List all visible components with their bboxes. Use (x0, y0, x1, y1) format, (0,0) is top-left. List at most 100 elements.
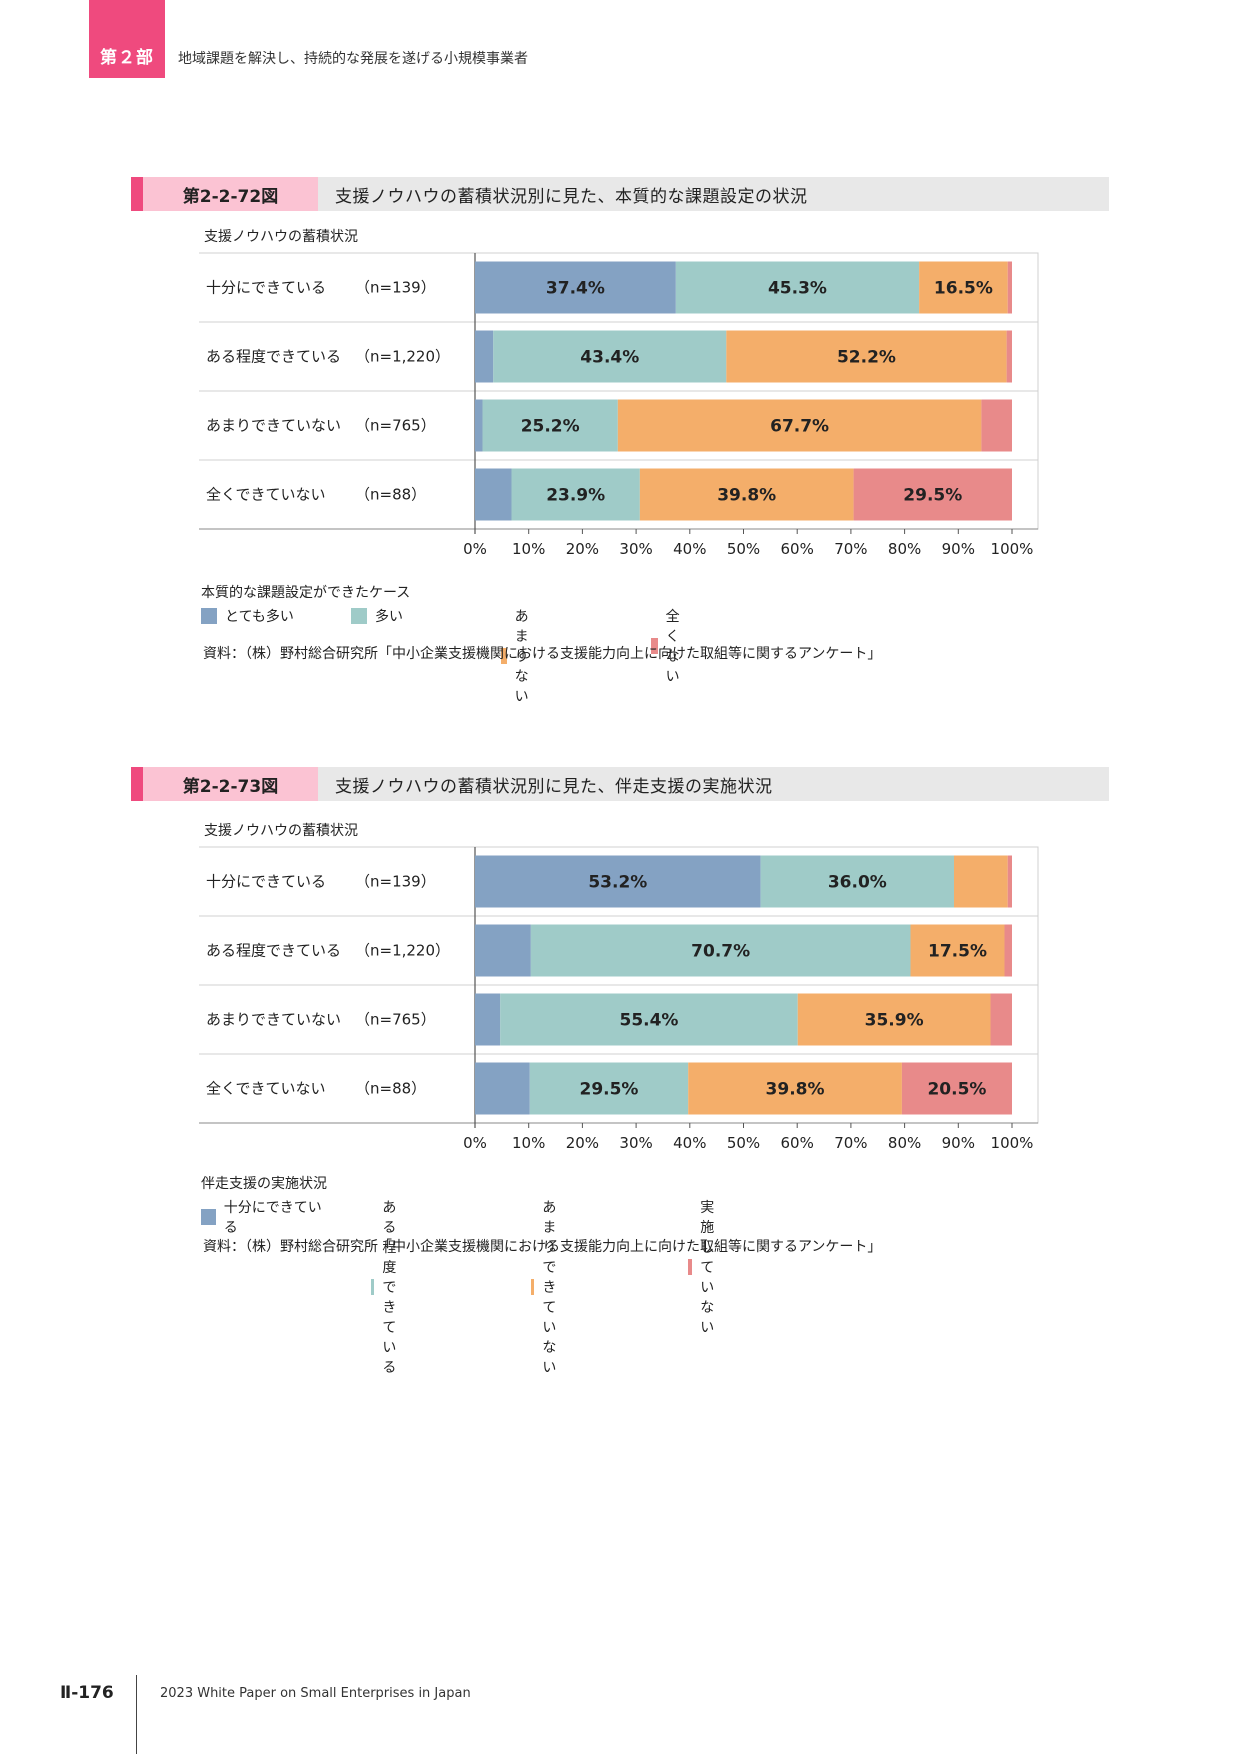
figure-header-1: 第2-2-72図 支援ノウハウの蓄積状況別に見た、本質的な課題設定の状況 (131, 177, 1109, 211)
data-label: 36.0% (828, 873, 887, 893)
data-label: 23.9% (546, 486, 605, 506)
legend-item: とても多い (201, 606, 294, 626)
footer-text: 2023 White Paper on Small Enterprises in… (160, 1686, 471, 1701)
x-tick-label: 70% (834, 1134, 867, 1152)
figure-title: 支援ノウハウの蓄積状況別に見た、伴走支援の実施状況 (318, 767, 1109, 801)
bar-segment (475, 855, 761, 908)
x-tick-label: 100% (991, 540, 1034, 558)
part-tab: 第２部 (89, 0, 165, 78)
legend-title: 伴走支援の実施状況 (201, 1176, 327, 1192)
bar-segment (1006, 330, 1012, 383)
n-label: （n=139） (355, 873, 436, 891)
x-tick-label: 40% (673, 1134, 706, 1152)
data-label: 43.4% (580, 348, 639, 368)
x-tick-label: 80% (888, 540, 921, 558)
legend-item: あまりできていない (531, 1197, 569, 1377)
chart-plot: 十分にできている （n=139） 53.2% 36.0% ある程度できている （n=1,2… (199, 846, 1039, 1152)
page-number: Ⅱ-176 (60, 1683, 114, 1703)
x-tick-label: 30% (619, 1134, 652, 1152)
n-label: （n=88） (355, 486, 426, 504)
figure-header-mark (131, 177, 143, 211)
legend-swatch (201, 608, 217, 624)
footer-divider (136, 1675, 137, 1754)
n-label: （n=765） (355, 1011, 436, 1029)
legend-item: あまりない (501, 606, 539, 706)
legend-swatch (201, 1209, 216, 1225)
data-label: 17.5% (928, 942, 987, 962)
legend-items: とても多い 多い あまりない 全くない (201, 606, 680, 705)
bar-segment (475, 1062, 530, 1115)
category-label: 全くできていない (206, 486, 326, 504)
bar-segment (475, 399, 483, 452)
figure-number: 第2-2-73図 (143, 767, 318, 801)
x-tick-label: 80% (888, 1134, 921, 1152)
x-tick-label: 70% (834, 540, 867, 558)
category-label: 十分にできている (206, 873, 326, 891)
bar-segment (1007, 855, 1012, 908)
bar-segment (639, 468, 854, 521)
bar-segment (1004, 924, 1012, 977)
bar-segment (688, 1062, 902, 1115)
source-note-1: 資料：（株）野村総合研究所「中小企業支援機関における支援能力向上に向けた取組等に… (203, 646, 882, 662)
legend-swatch (688, 1259, 693, 1275)
data-label: 39.8% (766, 1080, 825, 1100)
bar-segment (726, 330, 1007, 383)
data-label: 39.8% (717, 486, 776, 506)
bar-segment (511, 468, 640, 521)
category-axis-label: 支援ノウハウの蓄積状況 (204, 823, 358, 839)
legend-swatch (501, 648, 507, 664)
n-label: （n=1,220） (355, 348, 450, 366)
bar-segment (617, 399, 982, 452)
bar-segment (901, 1062, 1012, 1115)
legend-label: あまりできていない (542, 1200, 557, 1376)
bar-segment (797, 993, 991, 1046)
legend-label: あまりない (514, 609, 529, 705)
data-label: 29.5% (903, 486, 962, 506)
legend-item: 多い (351, 606, 403, 626)
legend-1: 本質的な課題設定ができたケース とても多い 多い あまりない 全くない (201, 582, 680, 705)
part-title: 地域課題を解決し、持続的な発展を遂げる小規模事業者 (178, 51, 528, 67)
legend-items: 十分にできている ある程度できている あまりできていない 実施していない (201, 1197, 714, 1376)
legend-label: ある程度できている (382, 1200, 397, 1376)
legend-item: 十分にできている (201, 1197, 327, 1237)
bar-segment (475, 993, 501, 1046)
legend-title: 本質的な課題設定ができたケース (201, 585, 411, 601)
data-label: 55.4% (619, 1011, 678, 1031)
bar-segment (500, 993, 798, 1046)
category-label: ある程度できている (206, 348, 341, 366)
bar-segment (675, 261, 920, 314)
figure-title: 支援ノウハウの蓄積状況別に見た、本質的な課題設定の状況 (318, 177, 1109, 211)
n-label: （n=139） (355, 279, 436, 297)
bar-segment (475, 330, 494, 383)
x-tick-label: 10% (512, 1134, 545, 1152)
data-label: 25.2% (521, 417, 580, 437)
chart-plot: 十分にできている （n=139） 37.4% 45.3% 16.5% ある程度できている （… (199, 252, 1039, 558)
x-tick-label: 30% (619, 540, 652, 558)
x-tick-label: 90% (942, 1134, 975, 1152)
figure-header-mark (131, 767, 143, 801)
bar-segment (482, 399, 618, 452)
chart-1: 十分にできている （n=139） 37.4% 45.3% 16.5% ある程度できている （… (195, 226, 1115, 596)
data-label: 45.3% (768, 279, 827, 299)
data-label: 53.2% (588, 873, 647, 893)
n-label: （n=88） (355, 1080, 426, 1098)
data-label: 70.7% (691, 942, 750, 962)
bar-segment (919, 261, 1008, 314)
x-tick-label: 10% (512, 540, 545, 558)
data-label: 52.2% (837, 348, 896, 368)
legend-label: 多い (375, 609, 403, 625)
bar-segment (529, 1062, 689, 1115)
legend-label: 実施していない (700, 1200, 715, 1336)
legend-label: 全くない (665, 609, 680, 685)
data-label: 16.5% (934, 279, 993, 299)
source-note-2: 資料：（株）野村総合研究所「中小企業支援機関における支援能力向上に向けた取組等に… (203, 1239, 882, 1255)
legend-swatch (531, 1279, 535, 1295)
legend-swatch (351, 608, 367, 624)
category-label: あまりできていない (206, 417, 341, 435)
category-label: ある程度できている (206, 942, 341, 960)
x-tick-label: 20% (566, 1134, 599, 1152)
bar-segment (530, 924, 911, 977)
data-label: 20.5% (927, 1080, 986, 1100)
bar-segment (990, 993, 1012, 1046)
bar-segment (475, 468, 512, 521)
